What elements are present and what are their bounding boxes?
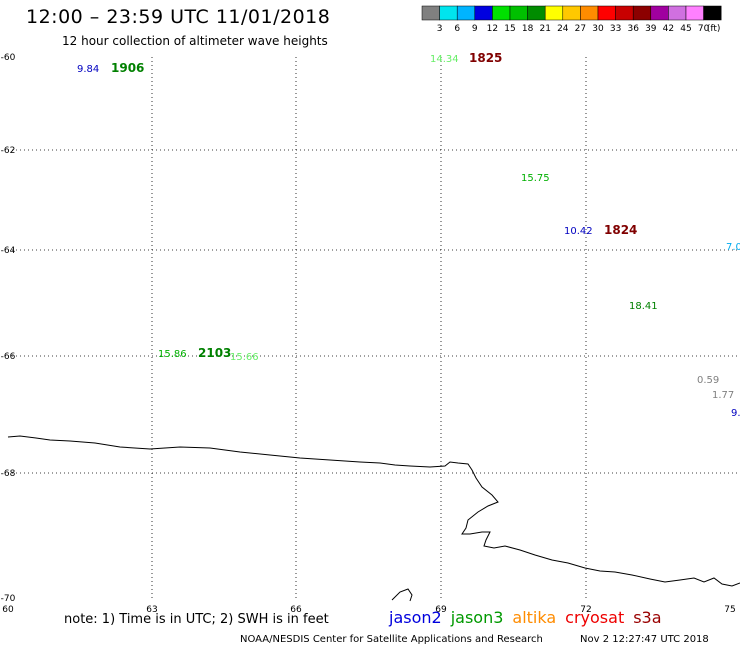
colorbar-label: 3 — [437, 24, 443, 34]
coastline — [7, 435, 740, 602]
swh-observation: 0.59 — [697, 375, 719, 386]
colorbar-swatch — [703, 5, 722, 21]
lat-tick-label: -66 — [1, 352, 16, 362]
lon-tick-label: 66 — [290, 605, 302, 615]
colorbar-label: 24 — [557, 24, 569, 34]
map-title: 12:00 – 23:59 UTC 11/01/2018 — [26, 6, 331, 28]
swh-observation: 9. — [731, 408, 740, 419]
lon-tick-label: 75 — [724, 605, 735, 615]
swh-observation: 10.42 — [564, 226, 593, 237]
colorbar-label: 45 — [680, 24, 691, 34]
colorbar-swatch — [456, 5, 476, 21]
colorbar-label: 70 — [698, 24, 710, 34]
colorbar-label: 42 — [663, 24, 674, 34]
colorbar-swatch — [421, 5, 440, 21]
colorbar-swatch — [492, 5, 511, 21]
antarctic-coastline — [7, 435, 740, 587]
lat-tick-label: -64 — [1, 246, 16, 256]
colorbar-swatch — [474, 5, 493, 21]
satellite-legend: jason2 jason3 altika cryosat s3a — [389, 608, 671, 627]
colorbar-swatch — [562, 5, 581, 21]
lat-tick-label: -60 — [1, 53, 16, 63]
colorbar-swatch — [650, 5, 669, 21]
swh-observation: 9.84 — [77, 64, 99, 75]
colorbar-swatch — [527, 5, 546, 21]
colorbar-unit: (ft) — [707, 24, 721, 34]
colorbar-label: 21 — [539, 24, 550, 34]
colorbar-swatch — [544, 5, 564, 21]
colorbar-label: 39 — [645, 24, 657, 34]
colorbar-label: 6 — [454, 24, 460, 34]
colorbar-swatch — [615, 5, 634, 21]
sat-jason2: jason2 — [389, 608, 442, 627]
map-grid: 60 63 66 69 72 75 -60 -62 -64 -66 -68 -70 — [1, 53, 740, 615]
footer-note: note: 1) Time is in UTC; 2) SWH is in fe… — [64, 612, 329, 627]
swh-observation: 7.0 — [726, 242, 740, 253]
swh-observation: 1906 — [111, 61, 144, 75]
colorbar-label: 9 — [472, 24, 478, 34]
coastline-fragment — [391, 588, 413, 602]
colorbar-label: 18 — [522, 24, 534, 34]
swh-observation: 2103 — [198, 346, 231, 360]
lon-tick-label: 63 — [146, 605, 157, 615]
colorbar-label: 30 — [592, 24, 604, 34]
map-subtitle: 12 hour collection of altimeter wave hei… — [62, 34, 328, 48]
colorbar-swatch — [632, 5, 652, 21]
colorbar-label: 33 — [610, 24, 621, 34]
sat-altika: altika — [512, 608, 557, 627]
swh-observation: 14.34 — [430, 54, 459, 65]
swh-observation: 15.75 — [521, 173, 550, 184]
lat-tick-label: -68 — [1, 469, 16, 479]
lon-tick-label: 69 — [435, 605, 447, 615]
lon-tick-label: 60 — [2, 605, 14, 615]
lat-tick-label: -70 — [1, 594, 16, 604]
swh-observation: 1825 — [469, 51, 502, 65]
colorbar-swatch — [685, 5, 704, 21]
generation-timestamp: Nov 2 12:27:47 UTC 2018 — [580, 634, 709, 645]
swh-observation: 15.86 — [158, 349, 187, 360]
colorbar-swatch — [597, 5, 616, 21]
sat-jason3: jason3 — [450, 608, 504, 627]
swh-observation: 1.77 — [712, 390, 734, 401]
colorbar-label: 36 — [627, 24, 639, 34]
sat-s3a: s3a — [633, 608, 662, 627]
colorbar-swatch — [580, 5, 599, 21]
colorbar-legend: 3 6 9 12 15 18 21 24 27 30 33 36 39 42 45 70(ft) — [421, 5, 722, 34]
colorbar-label: 12 — [487, 24, 498, 34]
credit-line: NOAA/NESDIS Center for Satellite Applica… — [240, 634, 543, 645]
colorbar-swatch — [439, 5, 458, 21]
colorbar-swatch — [509, 5, 528, 21]
sat-cryosat: cryosat — [565, 608, 625, 627]
observation-labels: 9.84 1906 14.34 1825 15.75 10.42 1824 7.0 18.41 1… — [77, 51, 740, 419]
lon-tick-label: 72 — [580, 605, 591, 615]
lat-tick-label: -62 — [1, 146, 16, 156]
swh-observation: 15.66 — [230, 352, 259, 363]
swh-observation: 18.41 — [629, 301, 658, 312]
colorbar-swatch — [668, 5, 687, 21]
swh-observation: 1824 — [604, 223, 637, 237]
colorbar-label: 15 — [504, 24, 515, 34]
colorbar-label: 27 — [575, 24, 586, 34]
